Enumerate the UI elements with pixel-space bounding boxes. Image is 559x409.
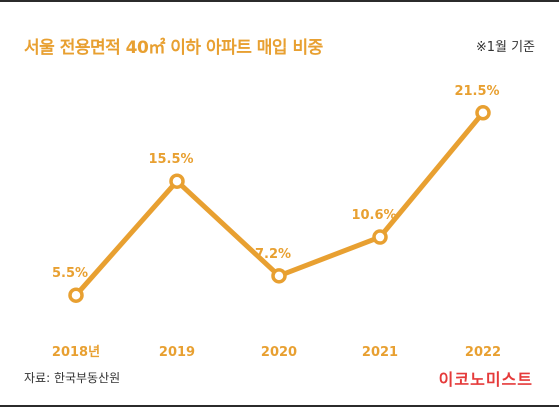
data-point (169, 173, 185, 189)
x-tick-label: 2022 (465, 345, 501, 360)
x-tick-label: 2021 (362, 345, 398, 360)
data-point (271, 268, 287, 284)
data-point (68, 287, 84, 303)
data-label: 15.5% (148, 152, 193, 167)
data-point (372, 229, 388, 245)
x-tick-label: 2018년 (52, 345, 100, 360)
x-tick-label: 2019 (159, 345, 195, 360)
data-label: 21.5% (454, 84, 499, 99)
brand-logo: 이코노미스트 (438, 370, 533, 389)
data-point (475, 105, 491, 121)
data-label: 5.5% (52, 266, 88, 281)
data-label: 10.6% (351, 208, 396, 223)
source-text: 자료: 한국부동산원 (24, 371, 121, 385)
data-label: 7.2% (255, 247, 291, 262)
chart-title: 서울 전용면적 40㎡ 이하 아파트 매입 비중 (24, 38, 323, 58)
series-line (74, 111, 485, 297)
x-tick-label: 2020 (261, 345, 297, 360)
chart-note: ※1월 기준 (475, 40, 535, 55)
